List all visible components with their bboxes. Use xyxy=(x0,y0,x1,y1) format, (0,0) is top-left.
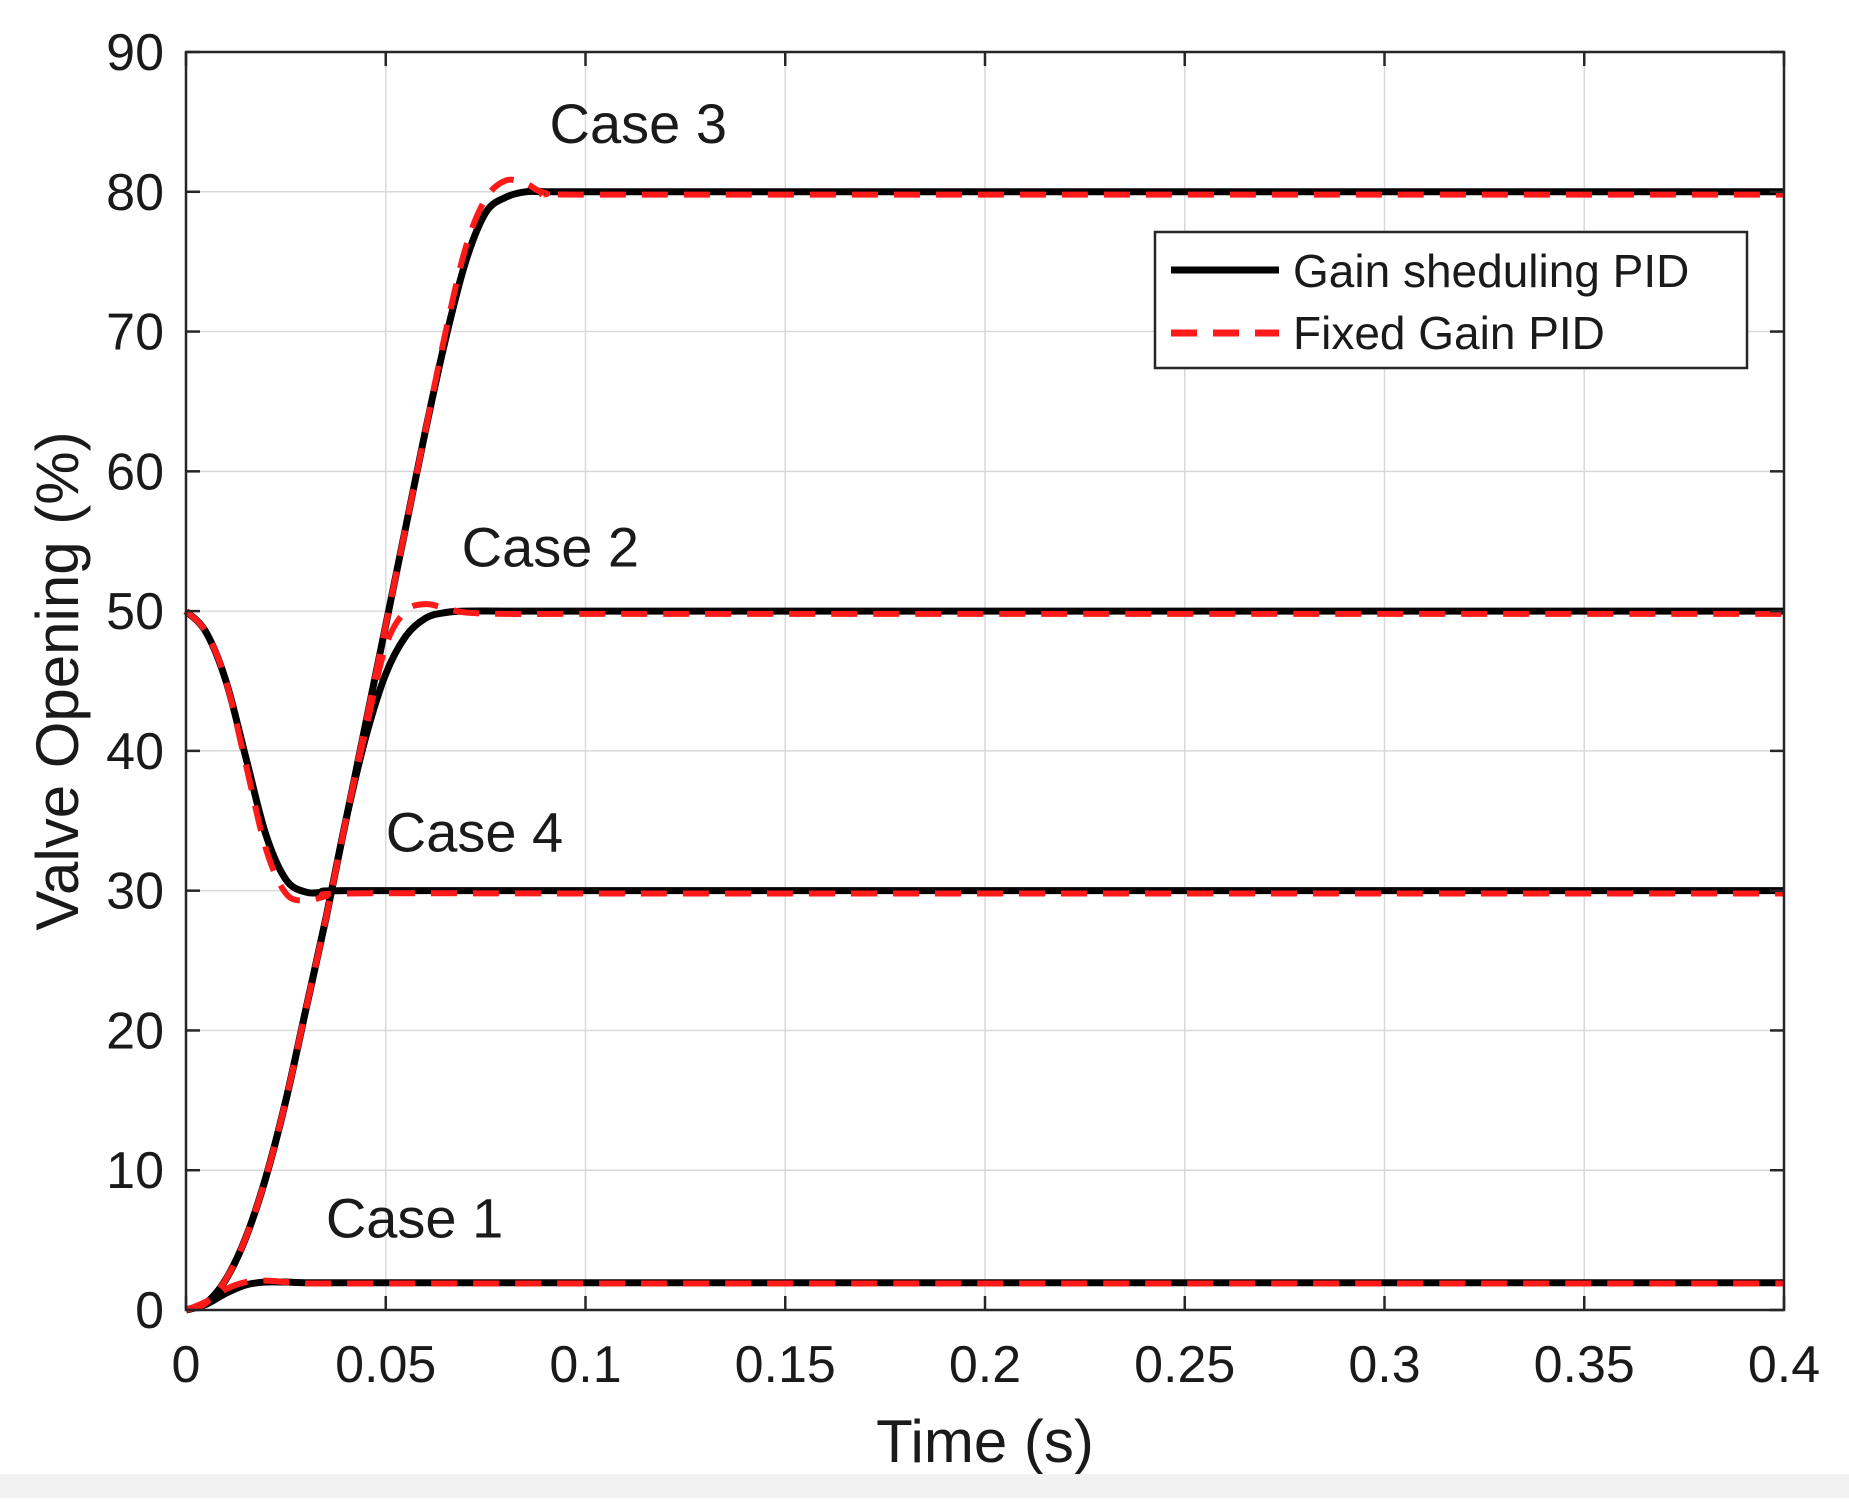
annotation-case-4: Case 4 xyxy=(386,801,563,864)
y-tick-label: 80 xyxy=(106,164,164,222)
annotation-case-2: Case 2 xyxy=(462,515,639,578)
y-tick-label: 70 xyxy=(106,304,164,362)
y-tick-label: 40 xyxy=(106,723,164,781)
x-tick-label: 0.15 xyxy=(735,1336,836,1394)
bottom-band xyxy=(0,1474,1849,1498)
legend-label-gain-scheduling: Gain sheduling PID xyxy=(1293,245,1689,297)
legend: Gain sheduling PID Fixed Gain PID xyxy=(1153,230,1749,370)
x-tick-label: 0.1 xyxy=(549,1336,621,1394)
y-tick-label: 90 xyxy=(106,24,164,82)
annotation-layer: Case 1 Case 2 Case 3 Case 4 xyxy=(326,92,727,1249)
series-line-case-4-fixed-gain-pid xyxy=(183,608,1784,904)
x-tick-label: 0.3 xyxy=(1348,1336,1420,1394)
x-tick-label: 0.4 xyxy=(1748,1336,1820,1394)
y-axis-title: Valve Opening (%) xyxy=(24,431,91,930)
x-axis-title: Time (s) xyxy=(876,1408,1094,1475)
y-tick-label: 10 xyxy=(106,1142,164,1200)
y-tick-label: 0 xyxy=(135,1282,164,1340)
series-line-case-1-fixed-gain-pid xyxy=(184,1277,1784,1313)
x-tick-label: 0.2 xyxy=(949,1336,1021,1394)
x-tick-label: 0.35 xyxy=(1534,1336,1635,1394)
series-line-case-2-fixed-gain-pid xyxy=(185,601,1784,1313)
series-layer xyxy=(183,176,1784,1314)
tick-layer: 0 0.05 0.1 0.15 0.2 0.25 0.3 0.35 0.4 0 10 20 30 40 50… xyxy=(106,24,1820,1394)
x-tick-label: 0.05 xyxy=(335,1336,436,1394)
annotation-case-3: Case 3 xyxy=(550,92,727,155)
legend-label-fixed-gain: Fixed Gain PID xyxy=(1293,307,1605,359)
annotation-case-1: Case 1 xyxy=(326,1186,503,1249)
legend-box xyxy=(1153,230,1749,370)
y-tick-label: 60 xyxy=(106,443,164,501)
y-tick-label: 30 xyxy=(106,863,164,921)
x-tick-label: 0.25 xyxy=(1134,1336,1235,1394)
y-tick-label: 50 xyxy=(106,583,164,641)
y-tick-label: 20 xyxy=(106,1002,164,1060)
x-tick-label: 0 xyxy=(172,1336,201,1394)
series-line-case-3-fixed-gain-pid xyxy=(185,176,1784,1313)
